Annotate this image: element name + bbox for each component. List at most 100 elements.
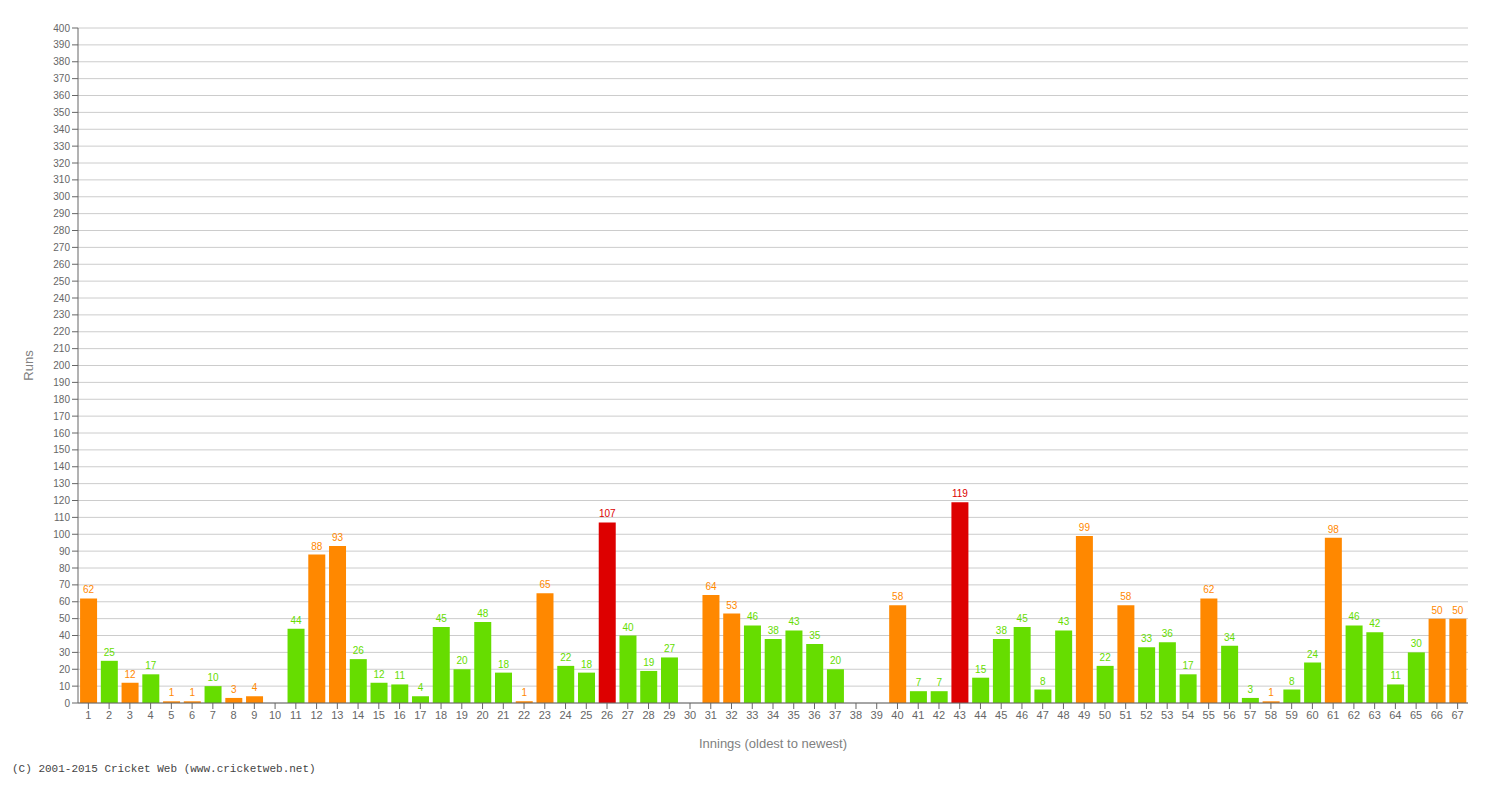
svg-text:58: 58 xyxy=(892,591,904,602)
svg-text:180: 180 xyxy=(53,394,70,405)
svg-text:88: 88 xyxy=(311,541,323,552)
svg-text:7: 7 xyxy=(936,677,942,688)
svg-text:15: 15 xyxy=(975,664,987,675)
svg-text:56: 56 xyxy=(1223,709,1235,721)
svg-text:170: 170 xyxy=(53,411,70,422)
svg-text:62: 62 xyxy=(83,584,95,595)
svg-text:62: 62 xyxy=(1203,584,1215,595)
svg-text:11: 11 xyxy=(395,670,406,681)
svg-text:7: 7 xyxy=(916,677,922,688)
svg-text:32: 32 xyxy=(725,709,737,721)
svg-text:40: 40 xyxy=(891,709,903,721)
svg-text:350: 350 xyxy=(53,107,70,118)
svg-text:300: 300 xyxy=(53,191,70,202)
svg-text:20: 20 xyxy=(476,709,488,721)
svg-text:35: 35 xyxy=(809,630,821,641)
svg-text:38: 38 xyxy=(996,625,1008,636)
svg-text:3: 3 xyxy=(127,709,133,721)
svg-text:220: 220 xyxy=(53,326,70,337)
svg-text:210: 210 xyxy=(53,343,70,354)
svg-text:27: 27 xyxy=(664,643,676,654)
svg-text:47: 47 xyxy=(1037,709,1049,721)
svg-text:63: 63 xyxy=(1369,709,1381,721)
svg-text:80: 80 xyxy=(59,563,71,574)
svg-text:59: 59 xyxy=(1286,709,1298,721)
svg-text:340: 340 xyxy=(53,124,70,135)
svg-text:52: 52 xyxy=(1140,709,1152,721)
svg-text:46: 46 xyxy=(1349,611,1361,622)
svg-text:11: 11 xyxy=(1390,670,1401,681)
svg-text:43: 43 xyxy=(954,709,966,721)
svg-text:5: 5 xyxy=(168,709,174,721)
svg-text:58: 58 xyxy=(1265,709,1277,721)
svg-text:260: 260 xyxy=(53,259,70,270)
svg-text:50: 50 xyxy=(1432,605,1444,616)
svg-text:28: 28 xyxy=(642,709,654,721)
svg-text:44: 44 xyxy=(290,615,302,626)
svg-text:19: 19 xyxy=(456,709,468,721)
svg-text:55: 55 xyxy=(1203,709,1215,721)
svg-text:8: 8 xyxy=(1040,676,1046,687)
svg-text:34: 34 xyxy=(767,709,779,721)
svg-text:62: 62 xyxy=(1348,709,1360,721)
svg-text:66: 66 xyxy=(1431,709,1443,721)
svg-text:41: 41 xyxy=(912,709,924,721)
svg-text:40: 40 xyxy=(59,630,71,641)
svg-text:190: 190 xyxy=(53,377,70,388)
svg-text:42: 42 xyxy=(1369,618,1381,629)
svg-text:70: 70 xyxy=(59,579,71,590)
svg-text:64: 64 xyxy=(1389,709,1401,721)
svg-text:21: 21 xyxy=(497,709,509,721)
svg-text:320: 320 xyxy=(53,158,70,169)
svg-text:90: 90 xyxy=(59,546,71,557)
svg-text:13: 13 xyxy=(331,709,343,721)
svg-text:36: 36 xyxy=(808,709,820,721)
svg-text:10: 10 xyxy=(207,672,219,683)
svg-text:53: 53 xyxy=(726,600,738,611)
svg-text:12: 12 xyxy=(310,709,322,721)
svg-text:61: 61 xyxy=(1327,709,1339,721)
svg-text:60: 60 xyxy=(1306,709,1318,721)
svg-text:64: 64 xyxy=(705,581,717,592)
svg-text:140: 140 xyxy=(53,461,70,472)
svg-text:43: 43 xyxy=(1058,616,1070,627)
svg-text:17: 17 xyxy=(145,660,157,671)
svg-text:12: 12 xyxy=(125,669,137,680)
svg-text:50: 50 xyxy=(1099,709,1111,721)
svg-text:46: 46 xyxy=(1016,709,1028,721)
svg-text:6: 6 xyxy=(189,709,195,721)
svg-text:380: 380 xyxy=(53,56,70,67)
svg-text:60: 60 xyxy=(59,596,71,607)
svg-text:150: 150 xyxy=(53,444,70,455)
svg-text:43: 43 xyxy=(788,616,800,627)
svg-text:360: 360 xyxy=(53,90,70,101)
svg-text:1: 1 xyxy=(85,709,91,721)
svg-text:240: 240 xyxy=(53,293,70,304)
svg-text:93: 93 xyxy=(332,532,344,543)
svg-text:30: 30 xyxy=(1411,638,1423,649)
svg-text:50: 50 xyxy=(1452,605,1464,616)
svg-text:100: 100 xyxy=(53,529,70,540)
svg-text:20: 20 xyxy=(456,655,468,666)
svg-text:110: 110 xyxy=(54,512,70,523)
svg-text:1: 1 xyxy=(521,687,527,698)
svg-text:18: 18 xyxy=(498,659,510,670)
svg-text:57: 57 xyxy=(1244,709,1256,721)
svg-text:330: 330 xyxy=(53,141,70,152)
svg-text:0: 0 xyxy=(64,698,70,709)
svg-text:99: 99 xyxy=(1079,522,1091,533)
svg-text:36: 36 xyxy=(1162,628,1174,639)
svg-text:30: 30 xyxy=(59,647,71,658)
svg-text:20: 20 xyxy=(59,664,71,675)
svg-text:17: 17 xyxy=(414,709,426,721)
svg-text:1: 1 xyxy=(1268,687,1274,698)
svg-text:1: 1 xyxy=(169,687,175,698)
svg-text:49: 49 xyxy=(1078,709,1090,721)
svg-text:51: 51 xyxy=(1120,709,1132,721)
svg-text:10: 10 xyxy=(59,681,71,692)
svg-text:18: 18 xyxy=(435,709,447,721)
svg-text:7: 7 xyxy=(210,709,216,721)
svg-text:38: 38 xyxy=(850,709,862,721)
svg-text:65: 65 xyxy=(539,579,551,590)
svg-text:17: 17 xyxy=(1183,660,1195,671)
